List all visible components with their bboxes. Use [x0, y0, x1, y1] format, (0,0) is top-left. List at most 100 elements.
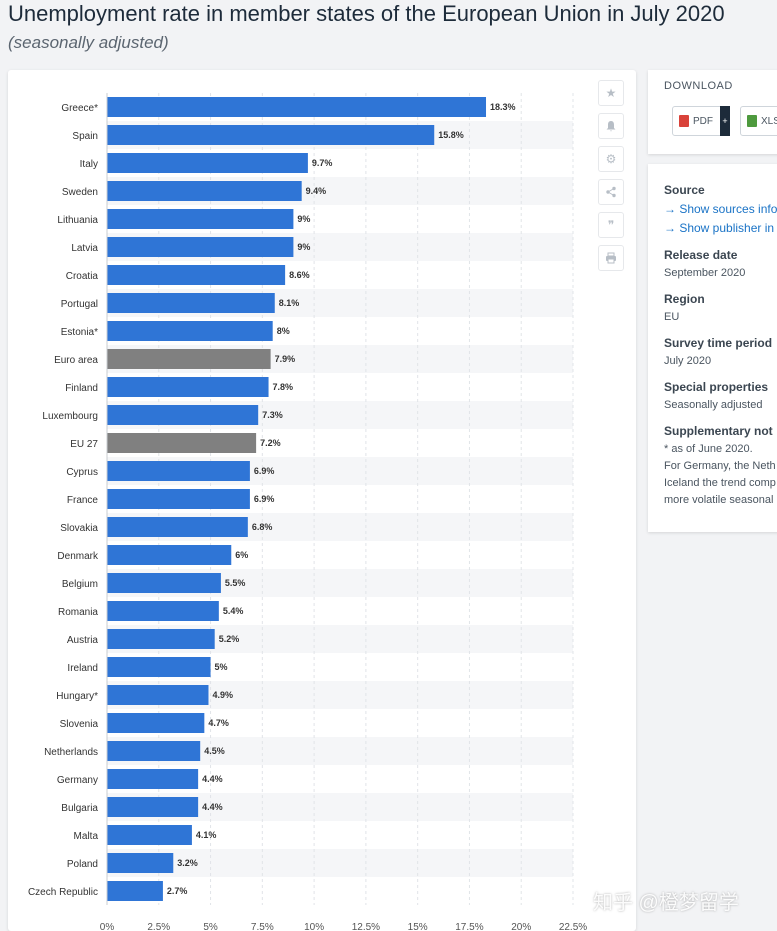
survey-period-value: July 2020	[664, 355, 712, 367]
bar	[107, 461, 250, 481]
download-pdf-button[interactable]: PDF +	[672, 106, 730, 136]
category-label: Belgium	[62, 579, 98, 590]
value-label: 15.8%	[438, 130, 464, 140]
value-label: 9.7%	[312, 158, 333, 168]
value-label: 7.8%	[273, 382, 294, 392]
bar	[107, 97, 487, 117]
bar	[107, 573, 221, 593]
bar	[107, 685, 209, 705]
show-sources-link[interactable]: → Show sources info	[664, 202, 777, 216]
category-label: Luxembourg	[42, 411, 98, 422]
bar	[107, 209, 294, 229]
bar	[107, 741, 201, 761]
bar	[107, 853, 174, 873]
chart-card: 0% 2.5% 5% 7.5% 10% 12.5% 15% 17.5% 20% 22.5% Gree…	[8, 70, 636, 931]
value-label: 6.9%	[254, 494, 275, 504]
x-tick-label: 17.5%	[455, 922, 483, 931]
supplementary-note-line: Iceland the trend comp	[664, 477, 776, 489]
category-label: Malta	[74, 831, 99, 842]
category-label: Netherlands	[44, 747, 98, 758]
bar	[107, 825, 192, 845]
category-label: Ireland	[67, 663, 98, 674]
category-label: France	[67, 495, 99, 506]
value-label: 4.7%	[208, 718, 229, 728]
value-label: 6.8%	[252, 522, 273, 532]
bar	[107, 405, 259, 425]
bar	[107, 881, 163, 901]
category-label: Croatia	[66, 271, 99, 282]
download-label: DOWNLOAD	[664, 80, 733, 92]
bar	[107, 601, 219, 621]
value-label: 18.3%	[490, 102, 516, 112]
value-label: 5%	[215, 662, 228, 672]
bar	[107, 125, 435, 145]
download-xls-button[interactable]: XLS	[740, 106, 777, 136]
x-tick-label: 10%	[304, 922, 324, 931]
release-date-heading: Release date	[664, 248, 738, 262]
value-label: 6.9%	[254, 466, 275, 476]
star-icon[interactable]: ★	[598, 80, 624, 106]
category-label: EU 27	[70, 439, 98, 450]
category-label: Latvia	[71, 243, 98, 254]
value-label: 8%	[277, 326, 290, 336]
gear-icon[interactable]: ⚙	[598, 146, 624, 172]
value-label: 7.2%	[260, 438, 281, 448]
category-label: Slovenia	[60, 719, 99, 730]
bar	[107, 517, 248, 537]
category-label: Greece*	[61, 103, 98, 114]
category-label: Hungary*	[56, 691, 98, 702]
survey-period-heading: Survey time period	[664, 336, 773, 350]
value-label: 9.4%	[306, 186, 327, 196]
bar	[107, 293, 275, 313]
bar-aggregate	[107, 349, 271, 369]
row-stripe	[107, 849, 573, 877]
category-label: Denmark	[57, 551, 99, 562]
region-heading: Region	[664, 292, 705, 306]
show-publisher-link[interactable]: → Show publisher in	[664, 221, 775, 235]
value-label: 7.9%	[275, 354, 296, 364]
value-label: 9%	[297, 214, 310, 224]
x-tick-label: 15%	[408, 922, 428, 931]
bar	[107, 769, 199, 789]
supplementary-note-line: * as of June 2020.	[664, 443, 753, 455]
value-label: 4.1%	[196, 830, 217, 840]
x-tick-label: 7.5%	[251, 922, 274, 931]
share-icon[interactable]	[598, 179, 624, 205]
xls-label: XLS	[761, 115, 777, 127]
value-label: 4.4%	[202, 802, 223, 812]
bar	[107, 545, 232, 565]
category-label: Poland	[67, 859, 98, 870]
category-label: Bulgaria	[61, 803, 98, 814]
bar	[107, 713, 205, 733]
bar-chart: 0% 2.5% 5% 7.5% 10% 12.5% 15% 17.5% 20% 22.5% Gree…	[28, 93, 587, 931]
value-label: 5.2%	[219, 634, 240, 644]
category-label: Czech Republic	[28, 887, 98, 898]
category-label: Finland	[65, 383, 98, 394]
pdf-label: PDF	[693, 115, 713, 127]
value-label: 7.3%	[262, 410, 283, 420]
value-label: 8.6%	[289, 270, 310, 280]
print-icon[interactable]	[598, 245, 624, 271]
category-label: Sweden	[62, 187, 98, 198]
bar	[107, 657, 211, 677]
chart-toolbar: ★ ⚙ ❞	[598, 80, 626, 278]
value-label: 6%	[235, 550, 248, 560]
value-label: 2.7%	[167, 886, 188, 896]
category-label: Austria	[67, 635, 99, 646]
x-tick-label: 22.5%	[559, 922, 587, 931]
quote-icon[interactable]: ❞	[598, 212, 624, 238]
bell-icon[interactable]	[598, 113, 624, 139]
x-tick-label: 12.5%	[352, 922, 380, 931]
page-subtitle: (seasonally adjusted)	[8, 33, 169, 52]
value-label: 4.5%	[204, 746, 225, 756]
bar	[107, 181, 302, 201]
bar-aggregate	[107, 433, 257, 453]
bar	[107, 265, 286, 285]
bar	[107, 489, 250, 509]
bar	[107, 237, 294, 257]
pdf-file-icon	[679, 115, 689, 127]
bar	[107, 321, 273, 341]
source-heading: Source	[664, 183, 705, 197]
bar	[107, 377, 269, 397]
supplementary-notes-heading: Supplementary not	[664, 424, 773, 438]
